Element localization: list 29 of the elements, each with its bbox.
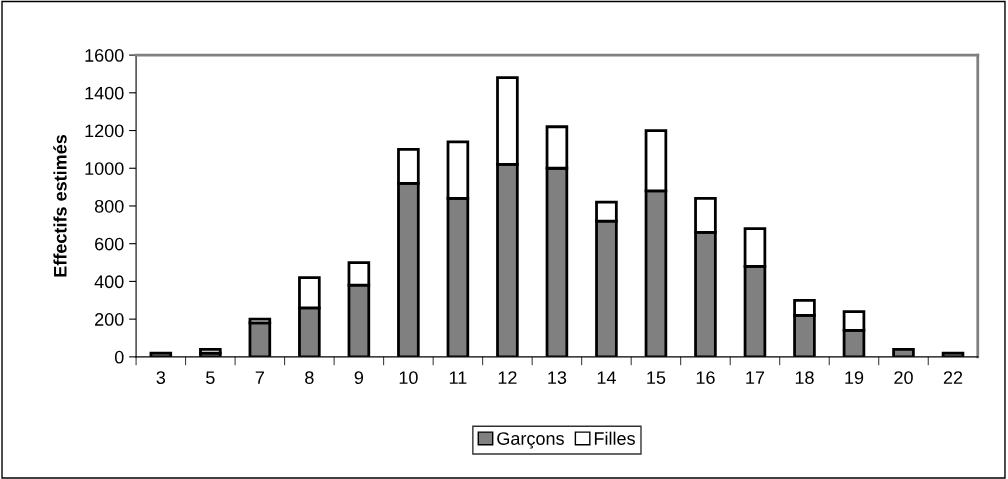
y-axis-title: Effectifs estimés: [53, 134, 67, 277]
x-tick-label: 12: [498, 371, 517, 384]
y-tick-label: 1400: [85, 86, 124, 100]
y-tick-label: 800: [94, 199, 124, 213]
y-tick-label: 400: [94, 275, 124, 289]
legend-label: Garçons: [497, 432, 564, 449]
y-tick-label: 0: [114, 350, 124, 364]
x-tick-label: 13: [548, 371, 567, 385]
x-tick-label: 16: [696, 371, 715, 385]
x-tick-label: 14: [597, 371, 616, 384]
x-tick-label: 10: [399, 371, 418, 385]
x-tick-label: 18: [795, 371, 814, 385]
y-tick-label: 1200: [85, 124, 124, 138]
x-tick-label: 9: [354, 371, 364, 385]
x-tick-label: 17: [746, 371, 765, 384]
x-tick-label: 15: [647, 371, 666, 385]
legend-label: Filles: [594, 431, 635, 445]
y-tick-label: 600: [95, 237, 124, 251]
x-tick-label: 11: [449, 371, 467, 384]
x-tick-label: 8: [305, 371, 314, 385]
x-tick-label: 7: [255, 371, 264, 384]
x-tick-label: 19: [845, 371, 864, 385]
x-tick-label: 3: [156, 371, 166, 385]
y-tick-label: 200: [95, 313, 124, 326]
y-tick-label: 1600: [85, 49, 124, 62]
x-tick-label: 22: [943, 371, 963, 384]
x-tick-label: 20: [894, 371, 913, 385]
y-tick-label: 1000: [85, 162, 124, 175]
x-tick-label: 5: [206, 371, 215, 385]
